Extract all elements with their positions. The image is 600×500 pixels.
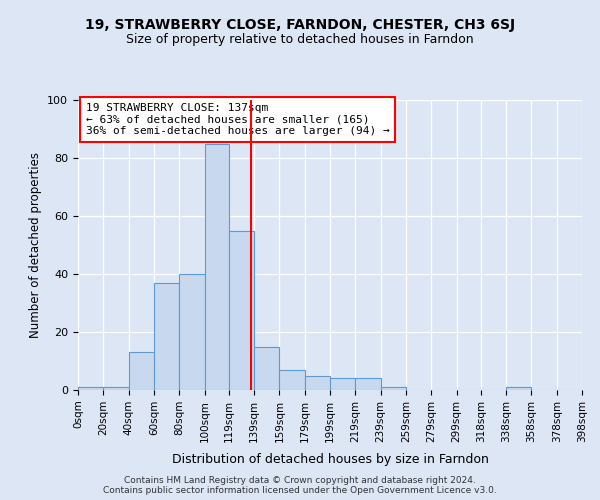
Bar <box>154 282 179 390</box>
Bar <box>506 387 532 390</box>
Bar <box>78 387 103 390</box>
Bar <box>355 378 380 390</box>
Text: 19, STRAWBERRY CLOSE, FARNDON, CHESTER, CH3 6SJ: 19, STRAWBERRY CLOSE, FARNDON, CHESTER, … <box>85 18 515 32</box>
Text: 19 STRAWBERRY CLOSE: 137sqm
← 63% of detached houses are smaller (165)
36% of se: 19 STRAWBERRY CLOSE: 137sqm ← 63% of det… <box>86 103 389 136</box>
Bar <box>103 387 128 390</box>
Bar <box>330 378 355 390</box>
Bar <box>179 274 205 390</box>
Bar <box>128 352 154 390</box>
Y-axis label: Number of detached properties: Number of detached properties <box>29 152 42 338</box>
Bar <box>205 144 229 390</box>
Bar <box>380 387 406 390</box>
X-axis label: Distribution of detached houses by size in Farndon: Distribution of detached houses by size … <box>172 453 488 466</box>
Bar <box>305 376 330 390</box>
Bar <box>280 370 305 390</box>
Bar <box>254 346 280 390</box>
Text: Contains HM Land Registry data © Crown copyright and database right 2024.
Contai: Contains HM Land Registry data © Crown c… <box>103 476 497 495</box>
Text: Size of property relative to detached houses in Farndon: Size of property relative to detached ho… <box>126 32 474 46</box>
Bar <box>229 230 254 390</box>
